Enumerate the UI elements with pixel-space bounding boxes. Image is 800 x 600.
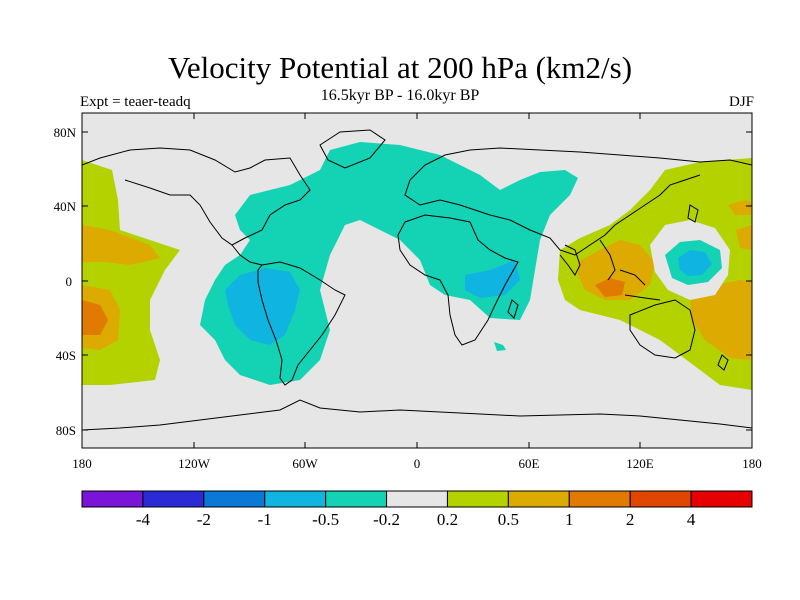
colorbar-labels: -4 -2 -1 -0.5 -0.2 0.2 0.5 1 2 4	[136, 510, 696, 529]
colorbar-label: 2	[626, 510, 635, 529]
colorbar-label: 4	[687, 510, 696, 529]
lon-tick-label-60w: 60W	[292, 456, 318, 471]
contour-negative-small	[494, 342, 506, 351]
coastline-australia	[629, 299, 696, 359]
season-label: DJF	[728, 94, 754, 110]
contour-negative-0.5-west-pacific	[678, 250, 712, 276]
contour-negative-atlantic	[200, 142, 578, 385]
lon-tick-label-120w: 120W	[178, 456, 211, 471]
colorbar-box	[325, 490, 388, 508]
experiment-label: Expt = teaer-teadq	[80, 94, 191, 110]
coastlines	[82, 129, 752, 431]
lat-tick-label-40n: 40N	[54, 199, 77, 214]
coastline-greenland	[319, 129, 386, 169]
lon-tick-label-0: 0	[414, 456, 421, 471]
lon-tick-label-120e: 120E	[626, 456, 654, 471]
contour-positive-0.5-west-pacific	[736, 225, 752, 250]
colorbar-box	[264, 490, 327, 508]
coastline-madagascar	[507, 299, 519, 319]
colorbar-box	[629, 490, 692, 508]
colorbar-label: 0.2	[437, 510, 458, 529]
colorbar	[81, 490, 753, 508]
contour-positive-1-south-pacific	[82, 300, 108, 335]
contour-negative-0.5-south-america	[225, 268, 300, 345]
coastline-new-zealand	[717, 354, 729, 371]
contour-positive-0.5-dateline	[82, 225, 160, 265]
colorbar-box	[568, 490, 631, 508]
coastline-europe-asia	[404, 147, 752, 256]
map-subtitle: 16.5kyr BP - 16.0kyr BP	[320, 87, 480, 104]
colorbar-label: -2	[197, 510, 211, 529]
lat-tick-label-0: 0	[66, 274, 73, 289]
coastline-antarctica	[82, 399, 752, 431]
lon-axis	[81, 113, 753, 448]
coastline-africa	[397, 214, 519, 346]
lon-tick-label-180e: 180	[742, 456, 762, 471]
lat-tick-label-80n: 80N	[54, 125, 77, 140]
contour-positive-0.5-east-australia	[690, 280, 752, 360]
contour-positive-1-maritime-continent	[595, 278, 625, 297]
colorbar-box	[690, 490, 753, 508]
colorbar-box	[81, 490, 144, 508]
coastline-south-america	[257, 261, 346, 386]
colorbar-label: -1	[258, 510, 272, 529]
colorbar-box	[203, 490, 266, 508]
lon-tick-label-180w: 180	[72, 456, 92, 471]
lon-tick-label-60e: 60E	[519, 456, 540, 471]
lat-axis	[82, 131, 752, 431]
coastline-central-america	[231, 244, 263, 266]
contour-positive-0.5-north-pacific	[728, 200, 752, 215]
contour-fields	[82, 142, 752, 390]
colorbar-label: 0.5	[498, 510, 519, 529]
colorbar-label: -0.2	[373, 510, 400, 529]
map-title: Velocity Potential at 200 hPa (km2/s)	[167, 50, 633, 85]
lat-tick-label-80s: 80S	[56, 423, 76, 438]
coastline-japan	[687, 204, 699, 223]
colorbar-box	[446, 490, 509, 508]
colorbar-box	[386, 490, 448, 508]
colorbar-label: -4	[136, 510, 151, 529]
coastline-southeast-asia	[599, 239, 661, 301]
lat-tick-label-40s: 40S	[56, 348, 76, 363]
contour-negative-0.5-east-africa	[465, 260, 520, 298]
colorbar-label: -0.5	[312, 510, 339, 529]
coastline-india	[559, 244, 581, 276]
colorbar-box	[142, 490, 205, 508]
colorbar-box	[507, 490, 570, 508]
colorbar-label: 1	[565, 510, 574, 529]
coastline-north-america	[82, 147, 311, 246]
